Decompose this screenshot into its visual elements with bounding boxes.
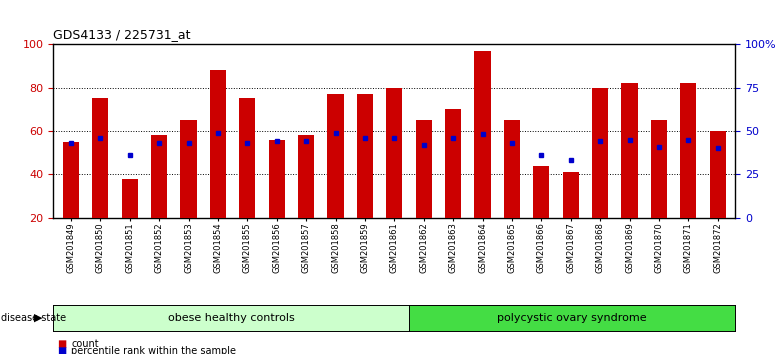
Bar — [210, 70, 226, 261]
Text: GDS4133 / 225731_at: GDS4133 / 225731_at — [53, 28, 191, 41]
Bar — [592, 88, 608, 261]
Bar — [563, 172, 579, 261]
Bar — [474, 51, 491, 261]
Bar — [445, 109, 461, 261]
Bar — [122, 179, 138, 261]
Bar — [298, 135, 314, 261]
Bar — [151, 135, 167, 261]
Bar — [504, 120, 520, 261]
Bar — [328, 94, 343, 261]
Text: count: count — [71, 339, 99, 349]
Bar — [93, 98, 108, 261]
Bar — [710, 131, 726, 261]
Bar — [180, 120, 197, 261]
Bar — [239, 98, 256, 261]
Bar — [357, 94, 373, 261]
Text: ▶: ▶ — [34, 313, 42, 323]
Bar — [651, 120, 667, 261]
Bar — [387, 88, 402, 261]
Text: disease state: disease state — [1, 313, 69, 323]
Text: ■: ■ — [57, 339, 67, 349]
Bar — [63, 142, 79, 261]
Text: polycystic ovary syndrome: polycystic ovary syndrome — [498, 313, 647, 323]
Bar — [533, 166, 550, 261]
Text: percentile rank within the sample: percentile rank within the sample — [71, 346, 236, 354]
Text: obese healthy controls: obese healthy controls — [168, 313, 295, 323]
Bar — [416, 120, 432, 261]
Bar — [269, 140, 285, 261]
Bar — [681, 83, 696, 261]
Bar — [622, 83, 637, 261]
Text: ■: ■ — [57, 346, 67, 354]
